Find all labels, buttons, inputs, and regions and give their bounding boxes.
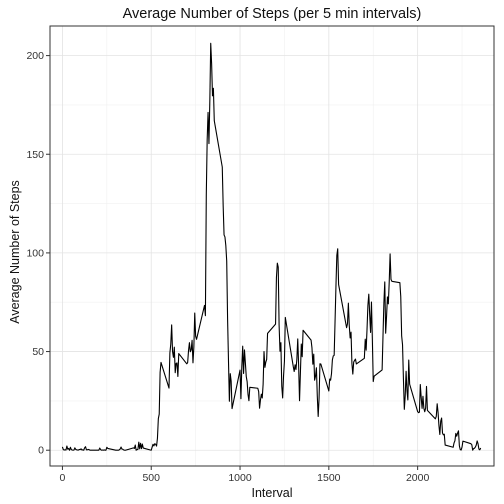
y-tick-label: 100 [26, 247, 44, 259]
y-axis-title: Average Number of Steps [8, 180, 22, 324]
y-tick-label: 50 [32, 346, 44, 358]
x-tick-label: 1500 [317, 472, 341, 484]
y-tick-label: 200 [26, 50, 44, 62]
plot-panel-border [49, 25, 495, 467]
x-tick-label: 0 [60, 472, 66, 484]
y-tick-label: 0 [38, 445, 44, 457]
chart-title: Average Number of Steps (per 5 min inter… [123, 6, 422, 22]
x-tick-label: 1000 [228, 472, 252, 484]
steps-line-series [61, 42, 482, 451]
y-tick-label: 150 [26, 149, 44, 161]
x-tick-label: 500 [142, 472, 160, 484]
x-axis-title: Interval [252, 486, 293, 500]
x-tick-label: 2000 [406, 472, 430, 484]
